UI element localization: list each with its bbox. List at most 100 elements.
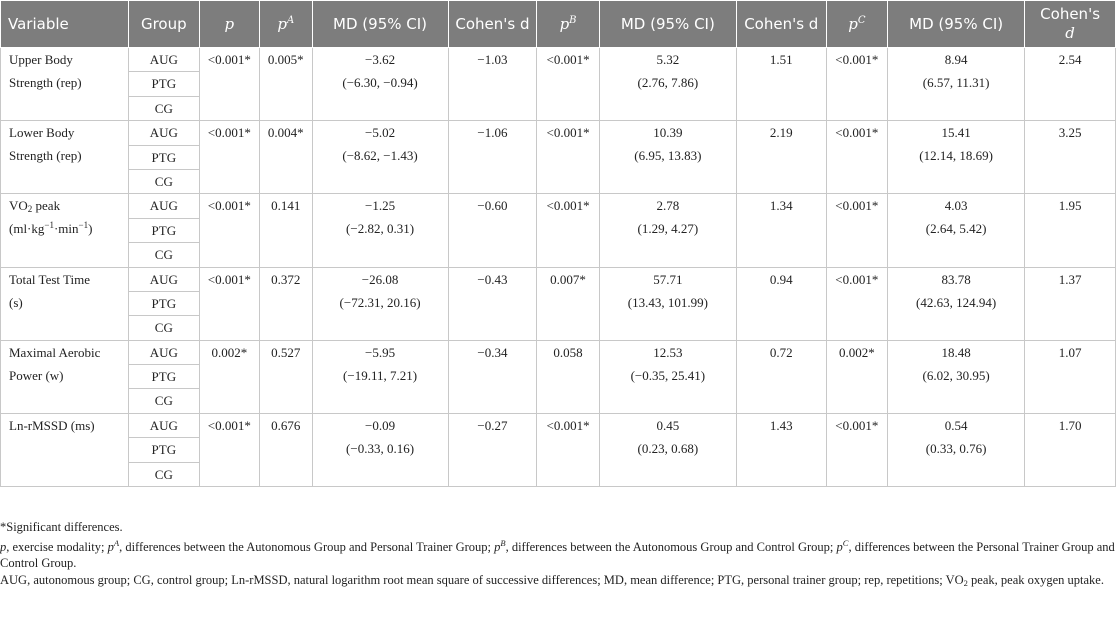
cohens-d-a-cell: −0.27 <box>447 412 538 488</box>
group-cell: CG <box>128 242 200 268</box>
pA-cell: 0.676 <box>259 412 313 488</box>
group-cell: AUG <box>128 412 200 439</box>
pA-cell: 0.527 <box>259 339 313 414</box>
cohens-d-b-cell: 1.51 <box>735 46 827 122</box>
group-cell: CG <box>128 315 200 341</box>
table-row: CG <box>1 388 1116 414</box>
table-row: CG <box>1 315 1116 341</box>
table-row: Lower Body Strength (rep) AUG <0.001* 0.0… <box>0 120 1116 195</box>
cohens-d-c-cell: 1.70 <box>1024 412 1116 488</box>
group-cell: CG <box>128 388 200 414</box>
pA-cell: 0.372 <box>259 266 313 341</box>
header-pB: pB <box>536 0 600 48</box>
table-row: PTG <box>1 364 1116 390</box>
table-row: PTG <box>1 290 1116 317</box>
group-cell: CG <box>128 168 200 195</box>
header-p: p <box>198 0 261 48</box>
pB-cell: 0.007* <box>536 266 600 341</box>
cohens-d-c-cell: 3.25 <box>1024 120 1116 195</box>
p-cell: 0.002* <box>198 339 261 414</box>
pC-cell: <0.001* <box>825 193 889 268</box>
header-group: Group <box>128 0 200 48</box>
md-b-cell: 2.78 (1.29, 4.27) <box>598 193 737 268</box>
variable-cell: Maximal Aerobic Power (w) <box>0 339 130 414</box>
cohens-d-b-cell: 0.72 <box>735 339 827 414</box>
md-b-cell: 12.53 (−0.35, 25.41) <box>598 339 737 414</box>
pB-cell: <0.001* <box>536 412 600 488</box>
table-row: PTG <box>1 217 1116 244</box>
variable-cell: VO2 peak (ml·kg−1·min−1) <box>0 193 130 268</box>
group-cell: PTG <box>128 364 200 390</box>
md-c-cell: 83.78 (42.63, 124.94) <box>887 266 1026 341</box>
md-a-cell: −1.25 (−2.82, 0.31) <box>311 193 449 268</box>
cohens-d-b-cell: 2.19 <box>735 120 827 195</box>
header-pC: pC <box>825 0 889 48</box>
table-row: CG <box>1 461 1116 488</box>
results-table: Variable Group p pA MD (95% CI) Cohen's … <box>0 0 1116 488</box>
table-row: PTG <box>1 71 1116 97</box>
header-cohens-d-a: Cohen's d <box>447 0 538 48</box>
table-row: PTG <box>1 437 1116 463</box>
header-cohens-d-c: Cohen's d <box>1024 0 1116 48</box>
md-c-cell: 18.48 (6.02, 30.95) <box>887 339 1026 414</box>
cohens-d-c-cell: 1.95 <box>1024 193 1116 268</box>
group-cell: AUG <box>128 193 200 219</box>
md-c-cell: 8.94 (6.57, 11.31) <box>887 46 1026 122</box>
header-cohens-d-b: Cohen's d <box>735 0 827 48</box>
cohens-d-b-cell: 1.34 <box>735 193 827 268</box>
table-row: CG <box>1 242 1116 268</box>
header-md-a: MD (95% CI) <box>311 0 449 48</box>
header-row: Variable Group p pA MD (95% CI) Cohen's … <box>0 0 1116 48</box>
pA-cell: 0.005* <box>259 46 313 122</box>
cohens-d-c-cell: 1.07 <box>1024 339 1116 414</box>
md-c-cell: 0.54 (0.33, 0.76) <box>887 412 1026 488</box>
variable-cell: Total Test Time (s) <box>0 266 130 341</box>
p-cell: <0.001* <box>198 46 261 122</box>
group-cell: PTG <box>128 437 200 463</box>
md-b-cell: 5.32 (2.76, 7.86) <box>598 46 737 122</box>
group-cell: AUG <box>128 339 200 366</box>
group-cell: AUG <box>128 120 200 146</box>
pA-cell: 0.004* <box>259 120 313 195</box>
group-cell: PTG <box>128 290 200 317</box>
md-a-cell: −26.08 (−72.31, 20.16) <box>311 266 449 341</box>
md-a-cell: −5.02 (−8.62, −1.43) <box>311 120 449 195</box>
group-cell: PTG <box>128 144 200 170</box>
pC-cell: <0.001* <box>825 412 889 488</box>
table-footnotes: *Significant differences. p, exercise mo… <box>0 519 1116 588</box>
pC-cell: 0.002* <box>825 339 889 414</box>
table-row: Upper Body Strength (rep) AUG <0.001* 0.0… <box>0 46 1116 122</box>
p-cell: <0.001* <box>198 266 261 341</box>
group-cell: AUG <box>128 266 200 292</box>
pA-cell: 0.141 <box>259 193 313 268</box>
variable-cell: Lower Body Strength (rep) <box>0 120 130 195</box>
table-row: Total Test Time (s) AUG <0.001* 0.372 −26… <box>0 266 1116 341</box>
cohens-d-c-cell: 2.54 <box>1024 46 1116 122</box>
cohens-d-c-cell: 1.37 <box>1024 266 1116 341</box>
table-row: VO2 peak (ml·kg−1·min−1) AUG <0.001* 0.1… <box>0 193 1116 268</box>
cohens-d-a-cell: −1.03 <box>447 46 538 122</box>
pB-cell: <0.001* <box>536 46 600 122</box>
pC-cell: <0.001* <box>825 120 889 195</box>
md-a-cell: −5.95 (−19.11, 7.21) <box>311 339 449 414</box>
table-row: CG <box>1 95 1116 122</box>
group-cell: AUG <box>128 46 200 73</box>
cohens-d-a-cell: −0.43 <box>447 266 538 341</box>
pB-cell: 0.058 <box>536 339 600 414</box>
md-b-cell: 0.45 (0.23, 0.68) <box>598 412 737 488</box>
variable-cell: Upper Body Strength (rep) <box>0 46 130 122</box>
cohens-d-a-cell: −1.06 <box>447 120 538 195</box>
cohens-d-a-cell: −0.34 <box>447 339 538 414</box>
md-b-cell: 57.71 (13.43, 101.99) <box>598 266 737 341</box>
md-c-cell: 4.03 (2.64, 5.42) <box>887 193 1026 268</box>
group-cell: CG <box>128 461 200 488</box>
group-cell: PTG <box>128 71 200 97</box>
pB-cell: <0.001* <box>536 193 600 268</box>
footnote-abbreviations: AUG, autonomous group; CG, control group… <box>0 572 1104 588</box>
cohens-d-b-cell: 1.43 <box>735 412 827 488</box>
header-variable: Variable <box>0 0 130 48</box>
p-cell: <0.001* <box>198 193 261 268</box>
cohens-d-a-cell: −0.60 <box>447 193 538 268</box>
pC-cell: <0.001* <box>825 46 889 122</box>
footnote-p-definitions: p, exercise modality; pA, differences be… <box>0 537 1115 570</box>
